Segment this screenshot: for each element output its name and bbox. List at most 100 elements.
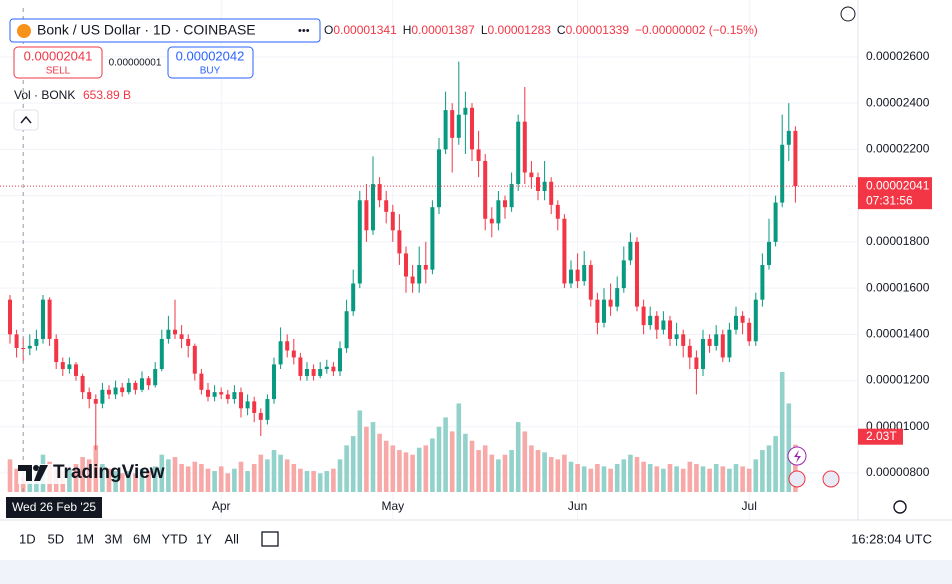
volume-bar xyxy=(403,452,409,492)
volume-bar xyxy=(370,422,376,492)
candle-body xyxy=(74,364,78,376)
volume-bar xyxy=(159,454,165,492)
volume-bar xyxy=(119,473,125,492)
volume-bar xyxy=(502,454,508,492)
volume-bar xyxy=(20,476,26,492)
symbol: Bonk / US Dollar · 1D · COINBASE xyxy=(37,22,256,38)
candle-body xyxy=(555,204,560,219)
candle-body xyxy=(773,202,778,242)
candle-body xyxy=(569,269,573,284)
ohlc-key: L xyxy=(481,23,488,37)
volume-bar xyxy=(515,422,521,492)
candle-body xyxy=(173,329,177,335)
volume-bar xyxy=(80,457,85,492)
logo-icon xyxy=(18,465,48,481)
flag-icon[interactable] xyxy=(822,470,840,488)
candle-body xyxy=(107,389,111,395)
volume-bar xyxy=(628,454,633,492)
volume-bar xyxy=(212,471,217,492)
candle-body xyxy=(615,288,620,307)
candle-body xyxy=(430,207,435,270)
volume-bar xyxy=(753,459,759,492)
range-toolbar: 1D 5D 1M 3M 6M YTD 1Y All xyxy=(19,531,239,546)
range-button[interactable]: YTD xyxy=(162,531,188,546)
volume-bar xyxy=(86,459,92,492)
spread: 0.00000001 xyxy=(109,58,162,69)
volume-bar xyxy=(317,473,323,492)
volume-bar xyxy=(779,372,785,492)
candle-body xyxy=(159,338,164,370)
volume-bar xyxy=(14,468,19,492)
volume-value-box xyxy=(858,428,903,445)
candle-body xyxy=(120,387,125,393)
x-tick-label: Jul xyxy=(742,499,757,513)
volume-bar xyxy=(733,464,739,492)
flag-icon[interactable] xyxy=(788,470,806,488)
volume-bar xyxy=(746,468,752,492)
volume-bar xyxy=(456,403,462,492)
candle-body xyxy=(272,364,276,400)
volume-bar xyxy=(416,447,422,492)
candle-body xyxy=(397,230,402,254)
volume-bar xyxy=(581,466,587,492)
volume-bar xyxy=(383,440,389,492)
clock-icon[interactable] xyxy=(840,6,856,22)
logo-text: TradingView xyxy=(53,462,165,483)
volume-bar xyxy=(680,468,686,492)
symbol-box[interactable] xyxy=(9,18,321,43)
volume-bar xyxy=(100,464,105,492)
volume-bar xyxy=(93,445,99,492)
candle-body xyxy=(390,211,395,231)
sell-button[interactable] xyxy=(13,46,103,79)
candle-body xyxy=(582,264,587,282)
buy-label: BUY xyxy=(200,66,221,77)
volume-bar xyxy=(185,466,191,492)
volume-bar xyxy=(654,466,660,492)
x-tick-label: Apr xyxy=(212,499,231,513)
volume-bar xyxy=(245,471,250,492)
volume-bar xyxy=(667,464,673,492)
candle-body xyxy=(41,299,45,339)
collapse-button[interactable] xyxy=(13,109,39,131)
volume-bar xyxy=(535,450,541,492)
range-button[interactable]: 3M xyxy=(105,531,123,546)
candle-body xyxy=(27,345,32,349)
candle-body xyxy=(153,369,158,386)
range-button[interactable]: 5D xyxy=(48,531,65,546)
more-dots[interactable]: ••• xyxy=(298,25,310,37)
volume-bar xyxy=(133,473,138,492)
range-button[interactable]: All xyxy=(225,531,240,546)
volume-bar xyxy=(172,457,178,492)
volume-bar xyxy=(542,452,547,492)
candle-body xyxy=(47,299,52,339)
volume-bar xyxy=(496,459,501,492)
volume-bar xyxy=(139,468,145,492)
candle-body xyxy=(470,107,474,150)
candle-body xyxy=(351,283,356,312)
candle-body xyxy=(661,320,666,330)
y-tick-label: 0.00001800 xyxy=(866,234,930,248)
volume-bar xyxy=(641,461,646,492)
date-range-icon[interactable] xyxy=(261,531,279,547)
candle-body xyxy=(311,369,316,376)
candle-body xyxy=(701,338,705,370)
candle-body xyxy=(186,338,191,346)
range-button[interactable]: 1D xyxy=(19,531,36,546)
volume-bar xyxy=(258,454,264,492)
volume-bar xyxy=(238,461,244,492)
x-tick-label: May xyxy=(381,499,404,513)
candle-body xyxy=(602,299,606,323)
candle-body xyxy=(476,149,481,161)
volume-bar xyxy=(232,468,237,492)
volume-bar xyxy=(390,445,396,492)
range-button[interactable]: 1Y xyxy=(196,531,212,546)
candle-body xyxy=(113,387,118,395)
volume-bar xyxy=(397,450,402,492)
candle-body xyxy=(34,338,39,346)
range-button[interactable]: 1M xyxy=(76,531,94,546)
volume-bar xyxy=(126,471,132,492)
volume-bar xyxy=(786,403,792,492)
range-button[interactable]: 6M xyxy=(133,531,151,546)
settings-icon[interactable] xyxy=(893,500,907,514)
buy-button[interactable] xyxy=(167,46,254,79)
